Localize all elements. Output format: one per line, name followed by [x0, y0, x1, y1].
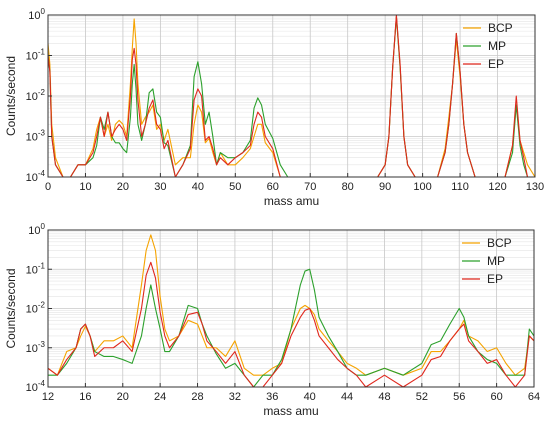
chart-2-x-tick-label: 28 — [191, 391, 203, 403]
chart-2-x-tick-label: 40 — [304, 391, 316, 403]
chart-1-legend-label-bcp: BCP — [488, 21, 513, 35]
chart-1-y-tick-label: 10-2 — [26, 88, 46, 103]
chart-1-y-tick-label: 10-1 — [26, 48, 46, 63]
chart-2-x-tick-label: 12 — [42, 391, 54, 403]
chart-2-legend-label-mp: MP — [487, 254, 505, 268]
chart-1-x-tick-label: 20 — [117, 181, 129, 193]
chart-1-x-tick-label: 130 — [526, 181, 544, 193]
chart-1-x-tick-label: 10 — [79, 181, 91, 193]
chart-1-y-axis-label: Counts/second — [4, 56, 18, 136]
chart-1-x-tick-label: 50 — [229, 181, 241, 193]
chart-2-plot: 12 16 20 24 28 32 36 40 44 48 52 56 60 64 10-4 10-3 10-2… — [4, 222, 540, 418]
chart-1-x-tick-label: 70 — [304, 181, 316, 193]
chart-2-y-tick-label: 10-3 — [26, 340, 46, 355]
chart-2-y-tick-label: 100 — [28, 222, 45, 237]
chart-2-y-tick-label: 10-2 — [26, 301, 46, 316]
chart-2-y-tick-label: 10-1 — [26, 261, 46, 276]
chart-1-x-tick-label: 100 — [413, 181, 431, 193]
chart-1-y-tick-label: 100 — [28, 7, 45, 22]
chart-1-x-axis-label: mass amu — [264, 194, 319, 208]
chart-2-x-tick-label: 64 — [528, 391, 540, 403]
chart-1-series-ep — [47, 14, 535, 178]
chart-1-y-tick-label: 10-4 — [26, 169, 46, 184]
chart-2-x-tick-label: 52 — [416, 391, 428, 403]
chart-2-x-tick-label: 16 — [79, 391, 91, 403]
chart-2-legend-label-bcp: BCP — [487, 236, 512, 250]
chart-1-x-tick-label: 110 — [451, 181, 469, 193]
chart-2-y-tick-label: 10-4 — [26, 379, 46, 394]
chart-1-x-tick-label: 80 — [342, 181, 354, 193]
chart-2-x-tick-label: 32 — [229, 391, 241, 403]
chart-2-series-ep — [47, 261, 535, 388]
chart-1-legend: BCP MP EP — [463, 21, 513, 71]
chart-1-plot: 0 10 20 30 40 50 60 70 80 90 100 110 120 130 10-4 10-3 1… — [4, 7, 544, 208]
chart-2-legend: BCP MP EP — [462, 236, 512, 286]
chart-1-x-tick-label: 90 — [379, 181, 391, 193]
chart-1-x-tick-label: 60 — [267, 181, 279, 193]
chart-1-x-tick-label: 40 — [192, 181, 204, 193]
chart-2-y-axis-label: Counts/second — [4, 268, 18, 348]
chart-2-x-tick-label: 48 — [378, 391, 390, 403]
chart-2-series-mp — [48, 268, 535, 388]
chart-1-legend-label-mp: MP — [488, 39, 506, 53]
chart-1-legend-label-ep: EP — [488, 57, 504, 71]
chart-2-x-tick-label: 44 — [341, 391, 353, 403]
chart-1-x-tick-label: 30 — [154, 181, 166, 193]
chart-2-x-tick-label: 24 — [154, 391, 166, 403]
chart-2-x-tick-label: 56 — [453, 391, 465, 403]
chart-1-x-tick-label: 0 — [45, 181, 51, 193]
chart-2-x-tick-label: 60 — [490, 391, 502, 403]
chart-2-x-axis-label: mass amu — [263, 404, 318, 418]
chart-2-legend-label-ep: EP — [487, 272, 503, 286]
chart-1-y-tick-label: 10-3 — [26, 129, 46, 144]
chart-2-x-tick-label: 36 — [266, 391, 278, 403]
chart-2-x-tick-label: 20 — [117, 391, 129, 403]
chart-1-x-tick-label: 120 — [488, 181, 506, 193]
